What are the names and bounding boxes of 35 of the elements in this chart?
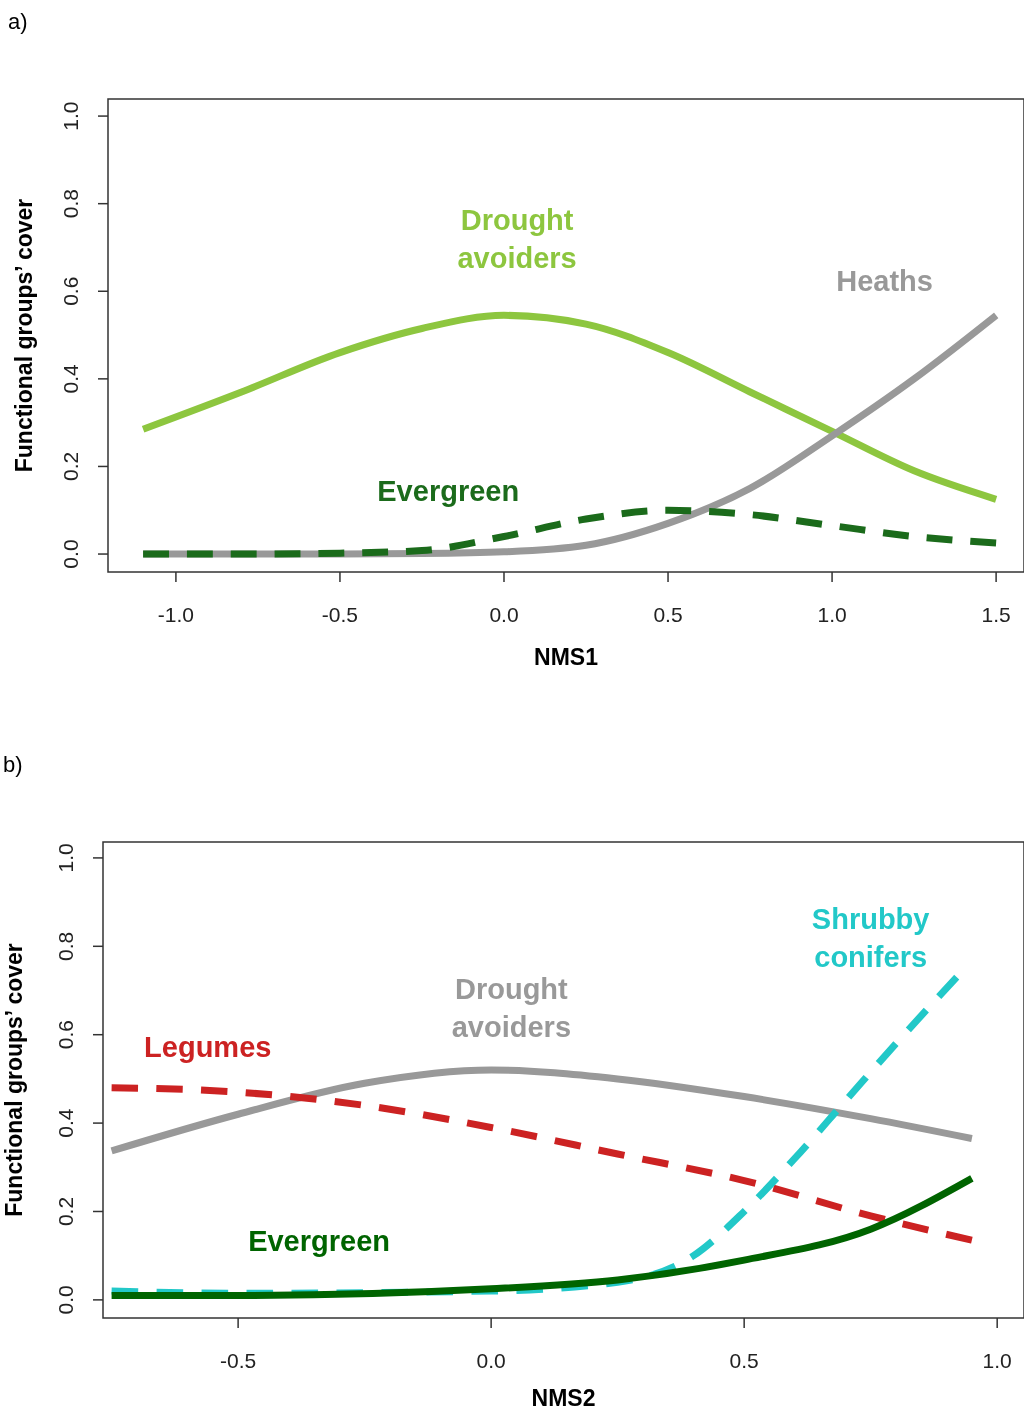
x-tick-label: 0.5	[653, 603, 683, 626]
x-tick-label: 1.0	[817, 603, 847, 626]
series-label: Drought avoiders	[451, 973, 572, 1044]
series-label: Evergreen	[377, 475, 520, 508]
y-tick-label: 0.2	[54, 1196, 77, 1227]
y-tick-label: 0.2	[59, 451, 82, 482]
y-tick-label: 0.0	[54, 1285, 77, 1315]
series-label: Heaths	[836, 265, 933, 298]
series-label: Legumes	[144, 1030, 272, 1063]
x-tick-label: -1.0	[157, 603, 195, 626]
text: a)	[8, 9, 28, 34]
y-tick-label: 0.4	[54, 1108, 77, 1138]
x-tick-label: 0.0	[489, 603, 519, 626]
y-tick-label: 1.0	[54, 843, 77, 873]
y-tick-label: 0.0	[59, 539, 82, 569]
y-tick-label: 0.8	[59, 189, 82, 219]
y-axis-title: Functional groups’ cover	[11, 198, 37, 473]
series-label: Shrubby conifers	[811, 902, 930, 973]
x-axis-title: NMS1	[534, 644, 599, 670]
text: b)	[3, 752, 23, 777]
series-label: Drought avoiders	[457, 203, 577, 274]
series-label: Evergreen	[248, 1225, 391, 1258]
x-tick-label: 1.0	[982, 1349, 1012, 1372]
y-tick-label: 0.6	[54, 1020, 77, 1050]
x-tick-label: -0.5	[321, 603, 359, 626]
x-tick-label: -0.5	[220, 1349, 257, 1372]
y-tick-label: 0.4	[59, 363, 82, 394]
y-tick-label: 1.0	[59, 101, 82, 131]
x-tick-label: 0.5	[729, 1349, 759, 1372]
y-tick-label: 0.6	[59, 276, 82, 306]
y-tick-label: 0.8	[54, 931, 77, 961]
x-tick-label: 1.5	[981, 603, 1011, 626]
x-tick-label: 0.0	[476, 1349, 506, 1372]
x-axis-title: NMS2	[531, 1385, 596, 1411]
y-axis-title: Functional groups’ cover	[1, 943, 27, 1217]
